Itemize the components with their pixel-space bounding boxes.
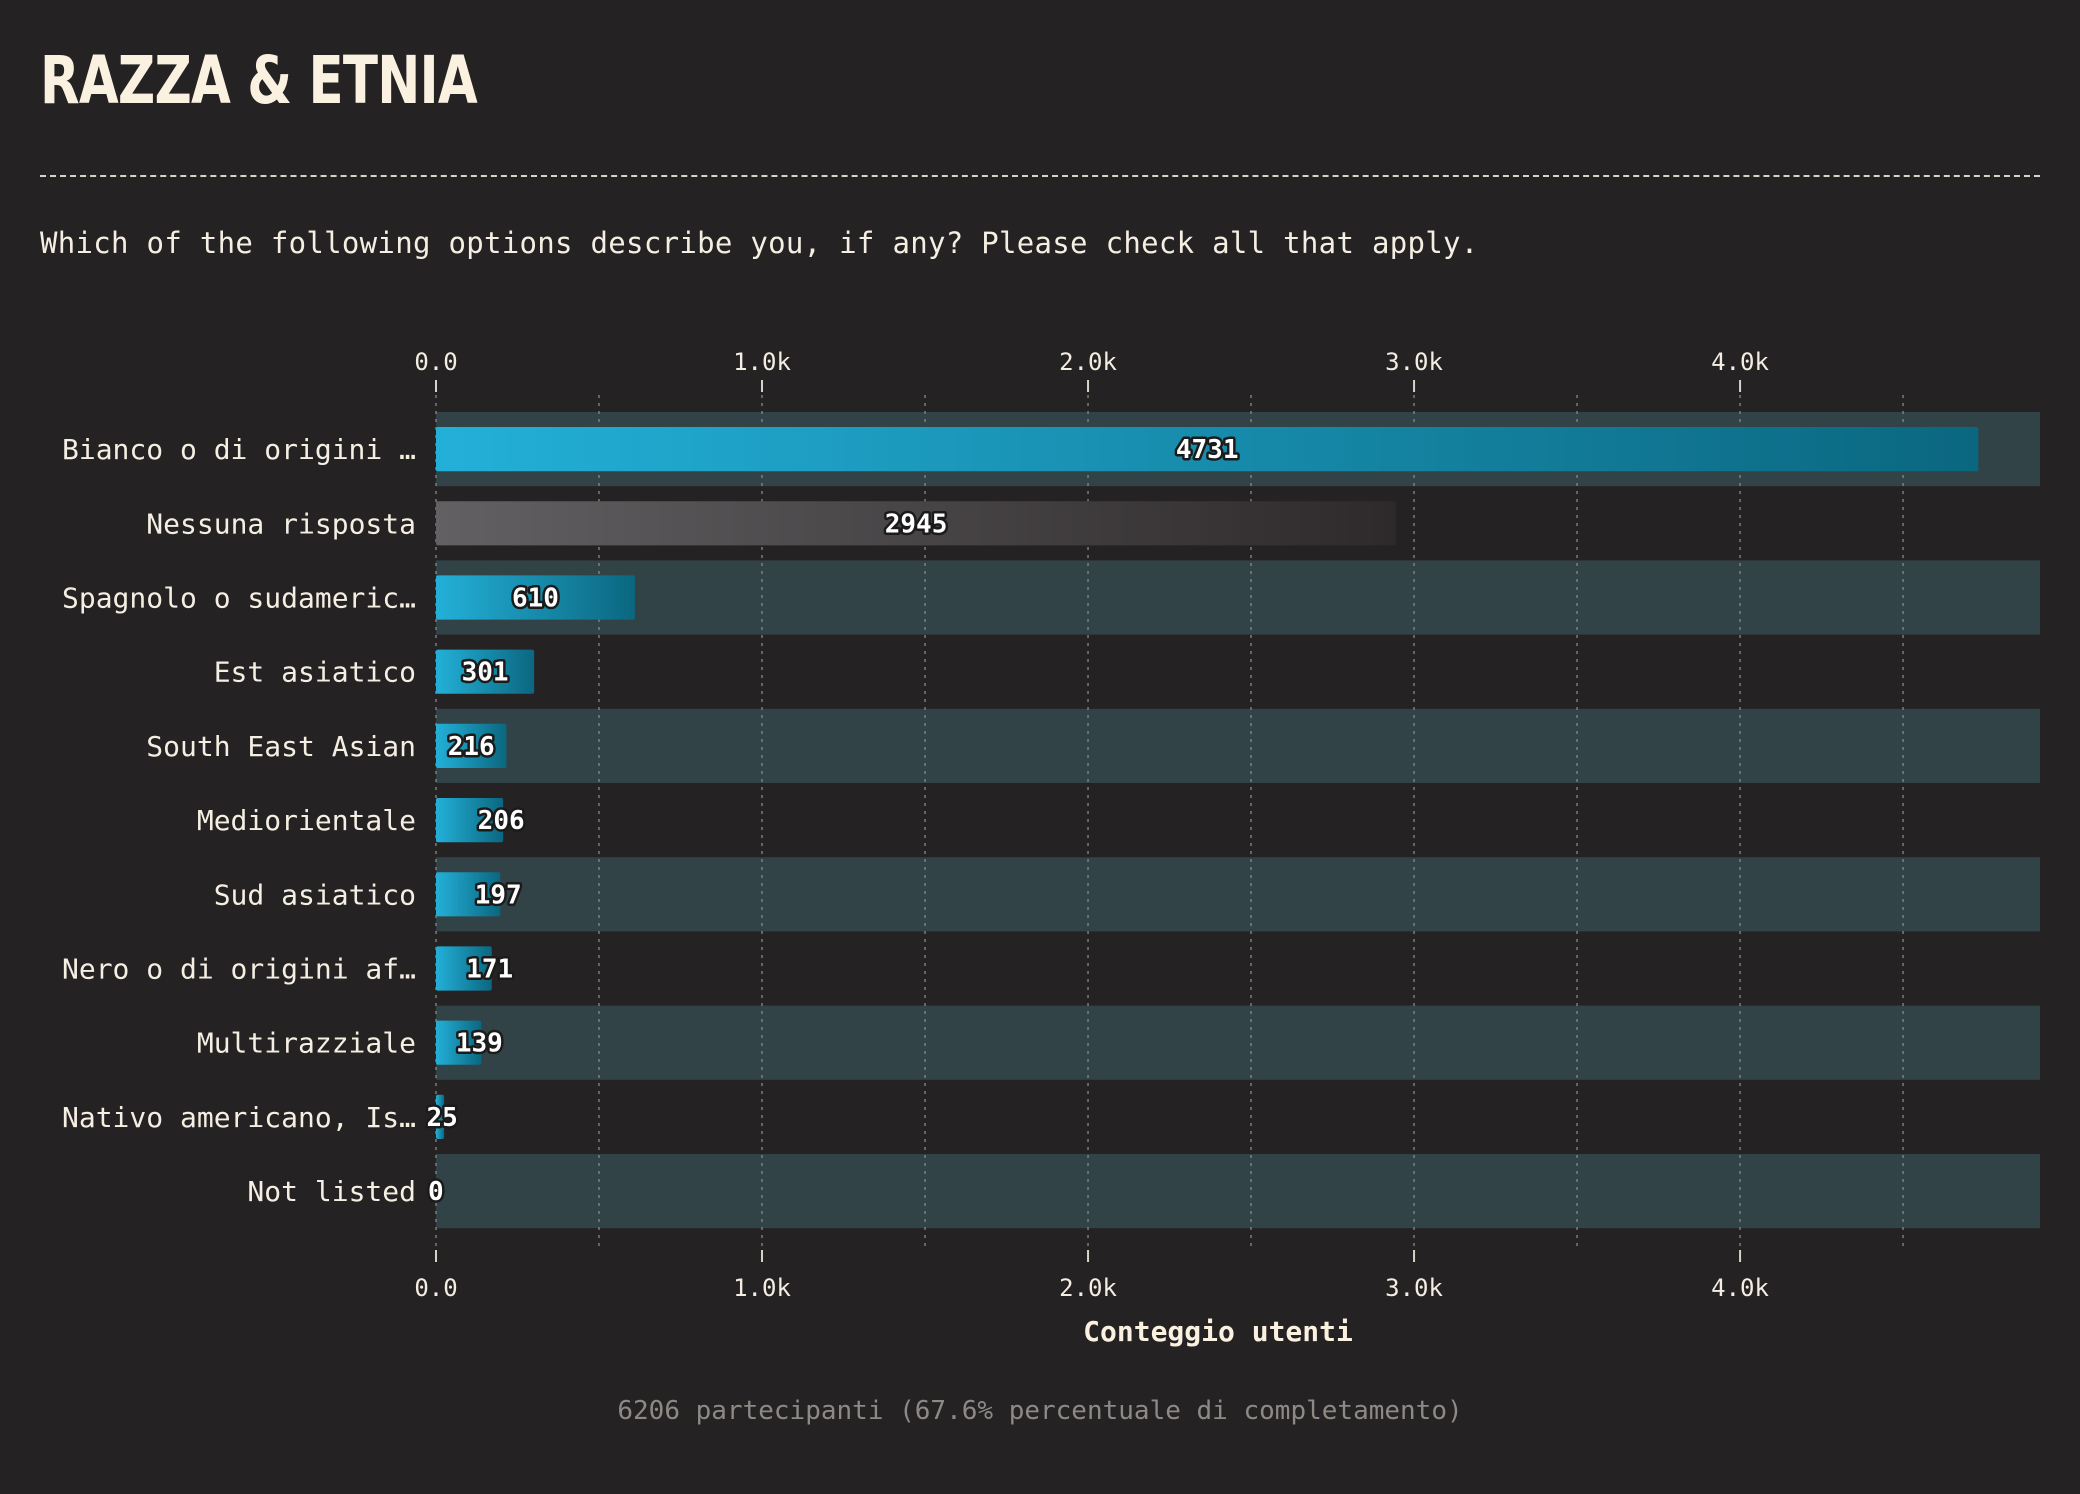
value-label: 139 [456,1029,503,1059]
value-labels: 4731 2945 610 301 216 206 197 171 139 25 0 [424,433,1241,1210]
row-bands [436,412,2040,1229]
x-tick-label-top: 1.0k [733,348,791,376]
category-label: Nessuna risposta [146,507,416,540]
bar [436,501,1397,546]
category-label: Nativo americano, Is… [62,1101,416,1134]
x-axis-title: Conteggio utenti [1083,1315,1353,1348]
row-band [436,857,2040,932]
bar [436,798,504,843]
x-tick-label-top: 3.0k [1385,348,1443,376]
value-label: 2945 [885,509,948,539]
value-label: 197 [475,880,522,910]
category-label: Mediorientale [197,804,416,837]
bar [436,427,1979,472]
value-label: 171 [466,955,513,985]
survey-question: Which of the following options describe … [40,226,1479,260]
x-tick-label-bottom: 0.0 [414,1274,457,1302]
page-title: RAZZA & ETNIA [40,42,478,119]
title-divider [40,175,2040,177]
bar [436,1094,445,1139]
bars [436,427,1979,1139]
value-label: 216 [448,732,495,762]
x-tick-label-bottom: 3.0k [1385,1274,1443,1302]
category-labels: Bianco o di origini … Nessuna risposta Spa… [62,433,416,1208]
x-tick-label-bottom: 4.0k [1711,1274,1769,1302]
category-label: Bianco o di origini … [62,433,416,466]
category-label: Est asiatico [214,656,416,689]
category-label: Multirazziale [197,1027,416,1060]
bar [436,946,492,991]
value-label: 4731 [1176,435,1239,465]
bottom-axis: 0.0 1.0k 2.0k 3.0k 4.0k [414,1250,1770,1302]
participants-note: 6206 partecipanti (67.6% percentuale di … [617,1396,1463,1426]
x-tick-label-bottom: 2.0k [1059,1274,1117,1302]
category-label: South East Asian [146,730,416,763]
bar [436,1020,482,1065]
value-label: 25 [426,1103,457,1133]
row-band [436,1005,2040,1080]
x-tick-label-top: 2.0k [1059,348,1117,376]
bar [436,723,507,768]
x-tick-label-top: 4.0k [1711,348,1769,376]
category-label: Nero o di origini af… [62,953,416,986]
x-tick-label-bottom: 1.0k [733,1274,791,1302]
value-label: 206 [478,806,525,836]
row-band [436,708,2040,783]
bar [436,649,535,694]
value-label: 0 [428,1177,444,1207]
bar [436,575,635,620]
row-band [436,1154,2040,1229]
value-label: 610 [512,584,559,614]
bar [436,872,501,917]
category-label: Not listed [247,1175,416,1208]
category-label: Spagnolo o sudameric… [62,582,416,615]
value-label: 301 [462,658,509,688]
category-label: Sud asiatico [214,878,416,911]
row-band [436,560,2040,635]
x-tick-label-top: 0.0 [414,348,457,376]
top-axis: 0.0 1.0k 2.0k 3.0k 4.0k [414,348,1770,392]
